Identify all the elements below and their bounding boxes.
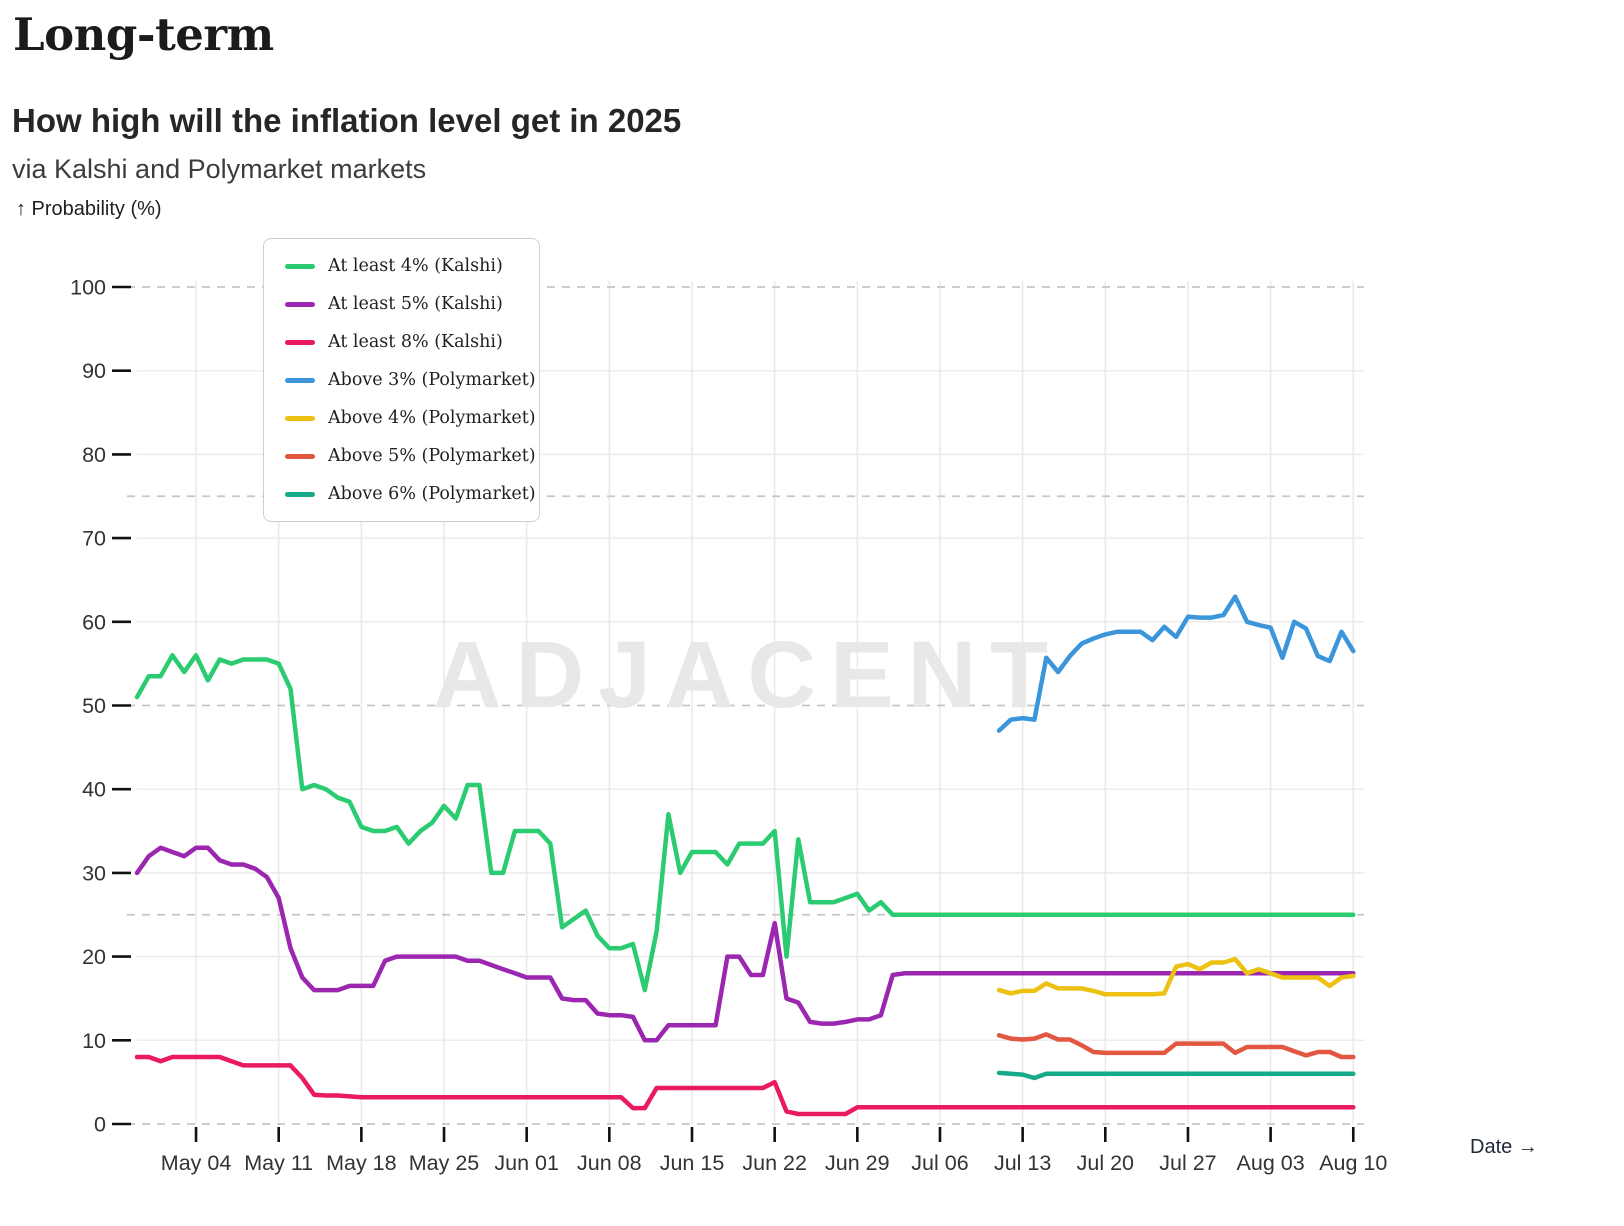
legend-item[interactable]: At least 5% (Kalshi) bbox=[285, 285, 518, 323]
y-tick-label: 80 bbox=[82, 443, 106, 467]
x-tick-label: Jun 08 bbox=[577, 1151, 642, 1175]
page-kicker: Long-term bbox=[13, 8, 274, 61]
y-tick-label: 0 bbox=[94, 1113, 106, 1137]
y-tick-label: 70 bbox=[82, 527, 106, 551]
page-title: How high will the inflation level get in… bbox=[12, 102, 682, 139]
legend-label: Above 5% (Polymarket) bbox=[328, 446, 536, 466]
y-tick-label: 60 bbox=[82, 610, 106, 634]
y-tick-label: 10 bbox=[82, 1029, 106, 1053]
series-line-6 bbox=[996, 1070, 1356, 1081]
y-tick-label: 40 bbox=[82, 778, 106, 802]
legend-item[interactable]: At least 8% (Kalshi) bbox=[285, 323, 518, 361]
legend-label: At least 8% (Kalshi) bbox=[328, 332, 503, 352]
series-line-0 bbox=[134, 653, 1356, 993]
watermark: ADJACENT bbox=[433, 622, 1062, 728]
x-tick-label: Jun 15 bbox=[660, 1151, 725, 1175]
x-tick-label: Jun 22 bbox=[742, 1151, 807, 1175]
page-subtitle: via Kalshi and Polymarket markets bbox=[12, 154, 427, 184]
x-tick-label: May 04 bbox=[161, 1151, 232, 1175]
x-tick-label: May 25 bbox=[409, 1151, 480, 1175]
legend-label: Above 4% (Polymarket) bbox=[328, 408, 536, 428]
legend-label: Above 3% (Polymarket) bbox=[328, 370, 536, 390]
legend-item[interactable]: Above 4% (Polymarket) bbox=[285, 399, 536, 437]
legend-item[interactable]: Above 5% (Polymarket) bbox=[285, 437, 536, 475]
legend-swatch-icon bbox=[285, 453, 315, 459]
legend-swatch-icon bbox=[285, 415, 315, 421]
x-axis-label: Date → bbox=[1470, 1136, 1538, 1158]
legend-swatch-icon bbox=[285, 263, 315, 269]
y-tick-label: 30 bbox=[82, 861, 106, 885]
x-tick-label: Jun 01 bbox=[494, 1151, 559, 1175]
chart-legend: At least 4% (Kalshi) At least 5% (Kalshi)… bbox=[263, 238, 540, 522]
y-axis-label: ↑ Probability (%) bbox=[16, 198, 162, 220]
series-line-4 bbox=[996, 956, 1356, 997]
legend-item[interactable]: Above 6% (Polymarket) bbox=[285, 475, 536, 513]
x-tick-label: Jul 06 bbox=[911, 1151, 968, 1175]
series-line-2 bbox=[134, 1054, 1356, 1117]
series-line-3 bbox=[996, 594, 1356, 733]
series-line-1 bbox=[134, 845, 1356, 1043]
legend-swatch-icon bbox=[285, 301, 315, 307]
series-line-5 bbox=[996, 1032, 1356, 1060]
x-tick-label: May 18 bbox=[326, 1151, 397, 1175]
x-tick-label: Jul 20 bbox=[1077, 1151, 1134, 1175]
x-tick-label: Aug 03 bbox=[1237, 1151, 1305, 1175]
legend-swatch-icon bbox=[285, 377, 315, 383]
legend-label: At least 4% (Kalshi) bbox=[328, 256, 503, 276]
legend-label: At least 5% (Kalshi) bbox=[328, 294, 503, 314]
x-tick-label: Jun 29 bbox=[825, 1151, 890, 1175]
legend-item[interactable]: Above 3% (Polymarket) bbox=[285, 361, 536, 399]
y-tick-label: 100 bbox=[70, 276, 106, 300]
x-tick-label: Jul 13 bbox=[994, 1151, 1051, 1175]
legend-swatch-icon bbox=[285, 339, 315, 345]
y-tick-label: 90 bbox=[82, 359, 106, 383]
y-tick-label: 50 bbox=[82, 694, 106, 718]
x-tick-label: Aug 10 bbox=[1319, 1151, 1387, 1175]
y-tick-label: 20 bbox=[82, 945, 106, 969]
x-tick-label: Jul 27 bbox=[1159, 1151, 1216, 1175]
legend-item[interactable]: At least 4% (Kalshi) bbox=[285, 247, 518, 285]
legend-label: Above 6% (Polymarket) bbox=[328, 484, 536, 504]
x-tick-label: May 11 bbox=[244, 1151, 313, 1175]
legend-swatch-icon bbox=[285, 491, 315, 497]
